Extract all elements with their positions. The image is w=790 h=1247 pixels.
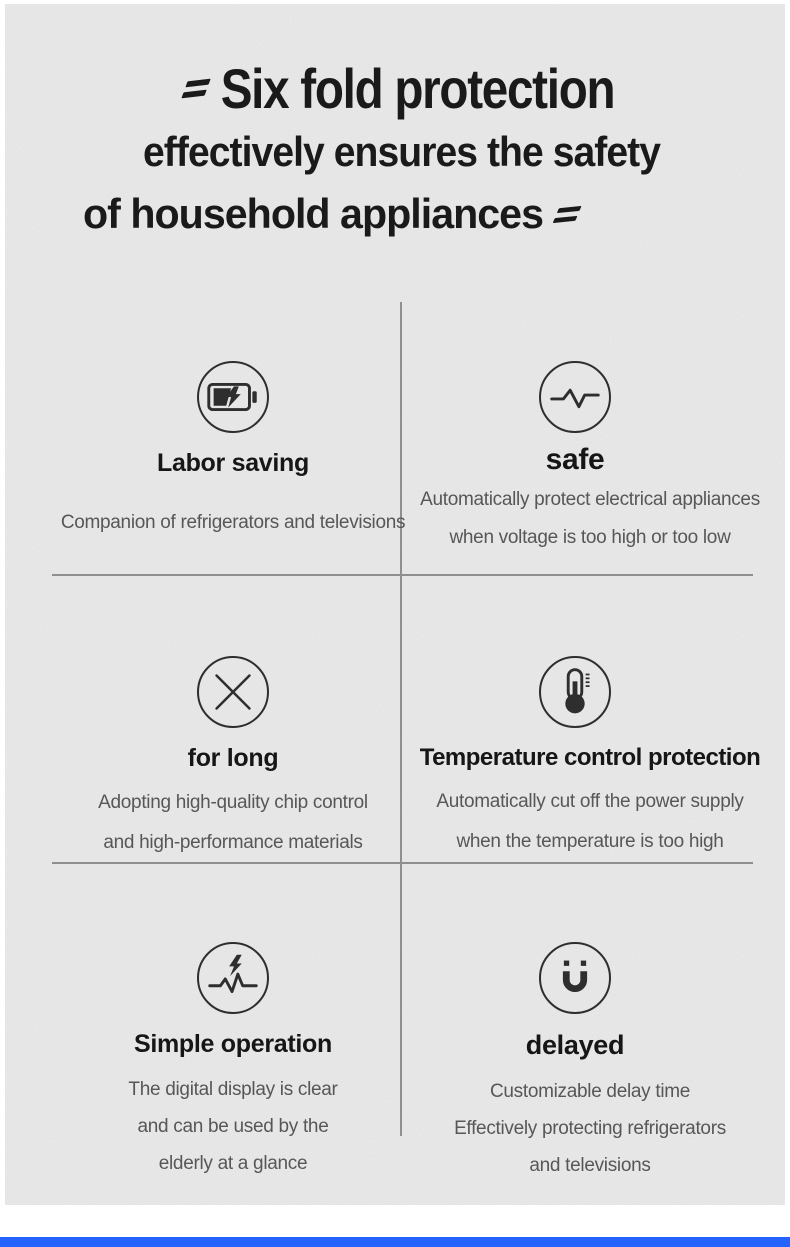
feature-description-line: and high-performance materials — [103, 832, 363, 853]
title-text-2: effectively ensures the safety — [143, 128, 661, 175]
feature-card-labor-saving: Labor saving Companion of refrigerators … — [47, 361, 419, 542]
thermometer-icon — [539, 656, 611, 728]
feature-description-line: Effectively protecting refrigerators — [454, 1118, 726, 1139]
feature-description: Customizable delay time Effectively prot… — [404, 1073, 776, 1184]
feature-description-line: and can be used by the — [137, 1116, 329, 1137]
title-line-1: Six fold protection — [181, 56, 616, 121]
feature-card-delayed: delayed Customizable delay time Effectiv… — [404, 942, 776, 1184]
feature-title: for long — [187, 744, 279, 772]
feature-description-line: when voltage is too high or too low — [449, 527, 731, 548]
lightning-marks-icon — [553, 205, 582, 223]
feature-description: Automatically protect electrical applian… — [404, 481, 776, 557]
divider-vertical — [400, 302, 402, 1136]
magnet-icon — [539, 942, 611, 1014]
title-line-3: of household appliances — [83, 190, 582, 238]
textured-background-panel: Six fold protection effectively ensures … — [5, 4, 785, 1205]
feature-title: Labor saving — [157, 449, 309, 477]
lightning-marks-icon — [181, 78, 211, 99]
feature-description-line: Customizable delay time — [489, 1081, 691, 1102]
feature-description-line: and televisions — [529, 1155, 651, 1176]
feature-description: Companion of refrigerators and televisio… — [47, 504, 419, 542]
feature-description-line: elderly at a glance — [158, 1153, 308, 1174]
battery-charging-icon — [197, 361, 269, 433]
feature-description-line: when the temperature is too high — [456, 831, 724, 852]
accent-bar — [0, 1237, 790, 1247]
title-text-3: of household appliances — [83, 190, 544, 237]
feature-description: Automatically cut off the power supply w… — [404, 782, 776, 862]
feature-description: Adopting high-quality chip control and h… — [47, 783, 419, 863]
feature-title: safe — [545, 443, 605, 476]
divider-horizontal-1 — [52, 574, 753, 576]
pulse-lightning-icon — [197, 942, 269, 1014]
voltage-wave-icon — [539, 361, 611, 433]
feature-description-line: Companion of refrigerators and televisio… — [60, 512, 406, 533]
feature-card-temperature: Temperature control protection Automatic… — [404, 656, 776, 862]
feature-description-line: Adopting high-quality chip control — [98, 792, 368, 813]
feature-title: Simple operation — [133, 1030, 332, 1058]
feature-title: Temperature control protection — [419, 744, 761, 771]
feature-description: The digital display is clear and can be … — [47, 1071, 419, 1182]
feature-card-simple-operation: Simple operation The digital display is … — [47, 942, 419, 1182]
title-text-1: Six fold protection — [220, 57, 616, 120]
title-line-2: effectively ensures the safety — [143, 128, 661, 176]
feature-card-safe: safe Automatically protect electrical ap… — [404, 361, 776, 557]
feature-description-line: Automatically cut off the power supply — [436, 791, 744, 812]
divider-horizontal-2 — [52, 862, 753, 864]
feature-card-for-long: for long Adopting high-quality chip cont… — [47, 656, 419, 863]
feature-description-line: Automatically protect electrical applian… — [420, 489, 760, 510]
cross-circle-icon — [197, 656, 269, 728]
feature-description-line: The digital display is clear — [128, 1079, 338, 1100]
feature-title: delayed — [525, 1030, 625, 1060]
